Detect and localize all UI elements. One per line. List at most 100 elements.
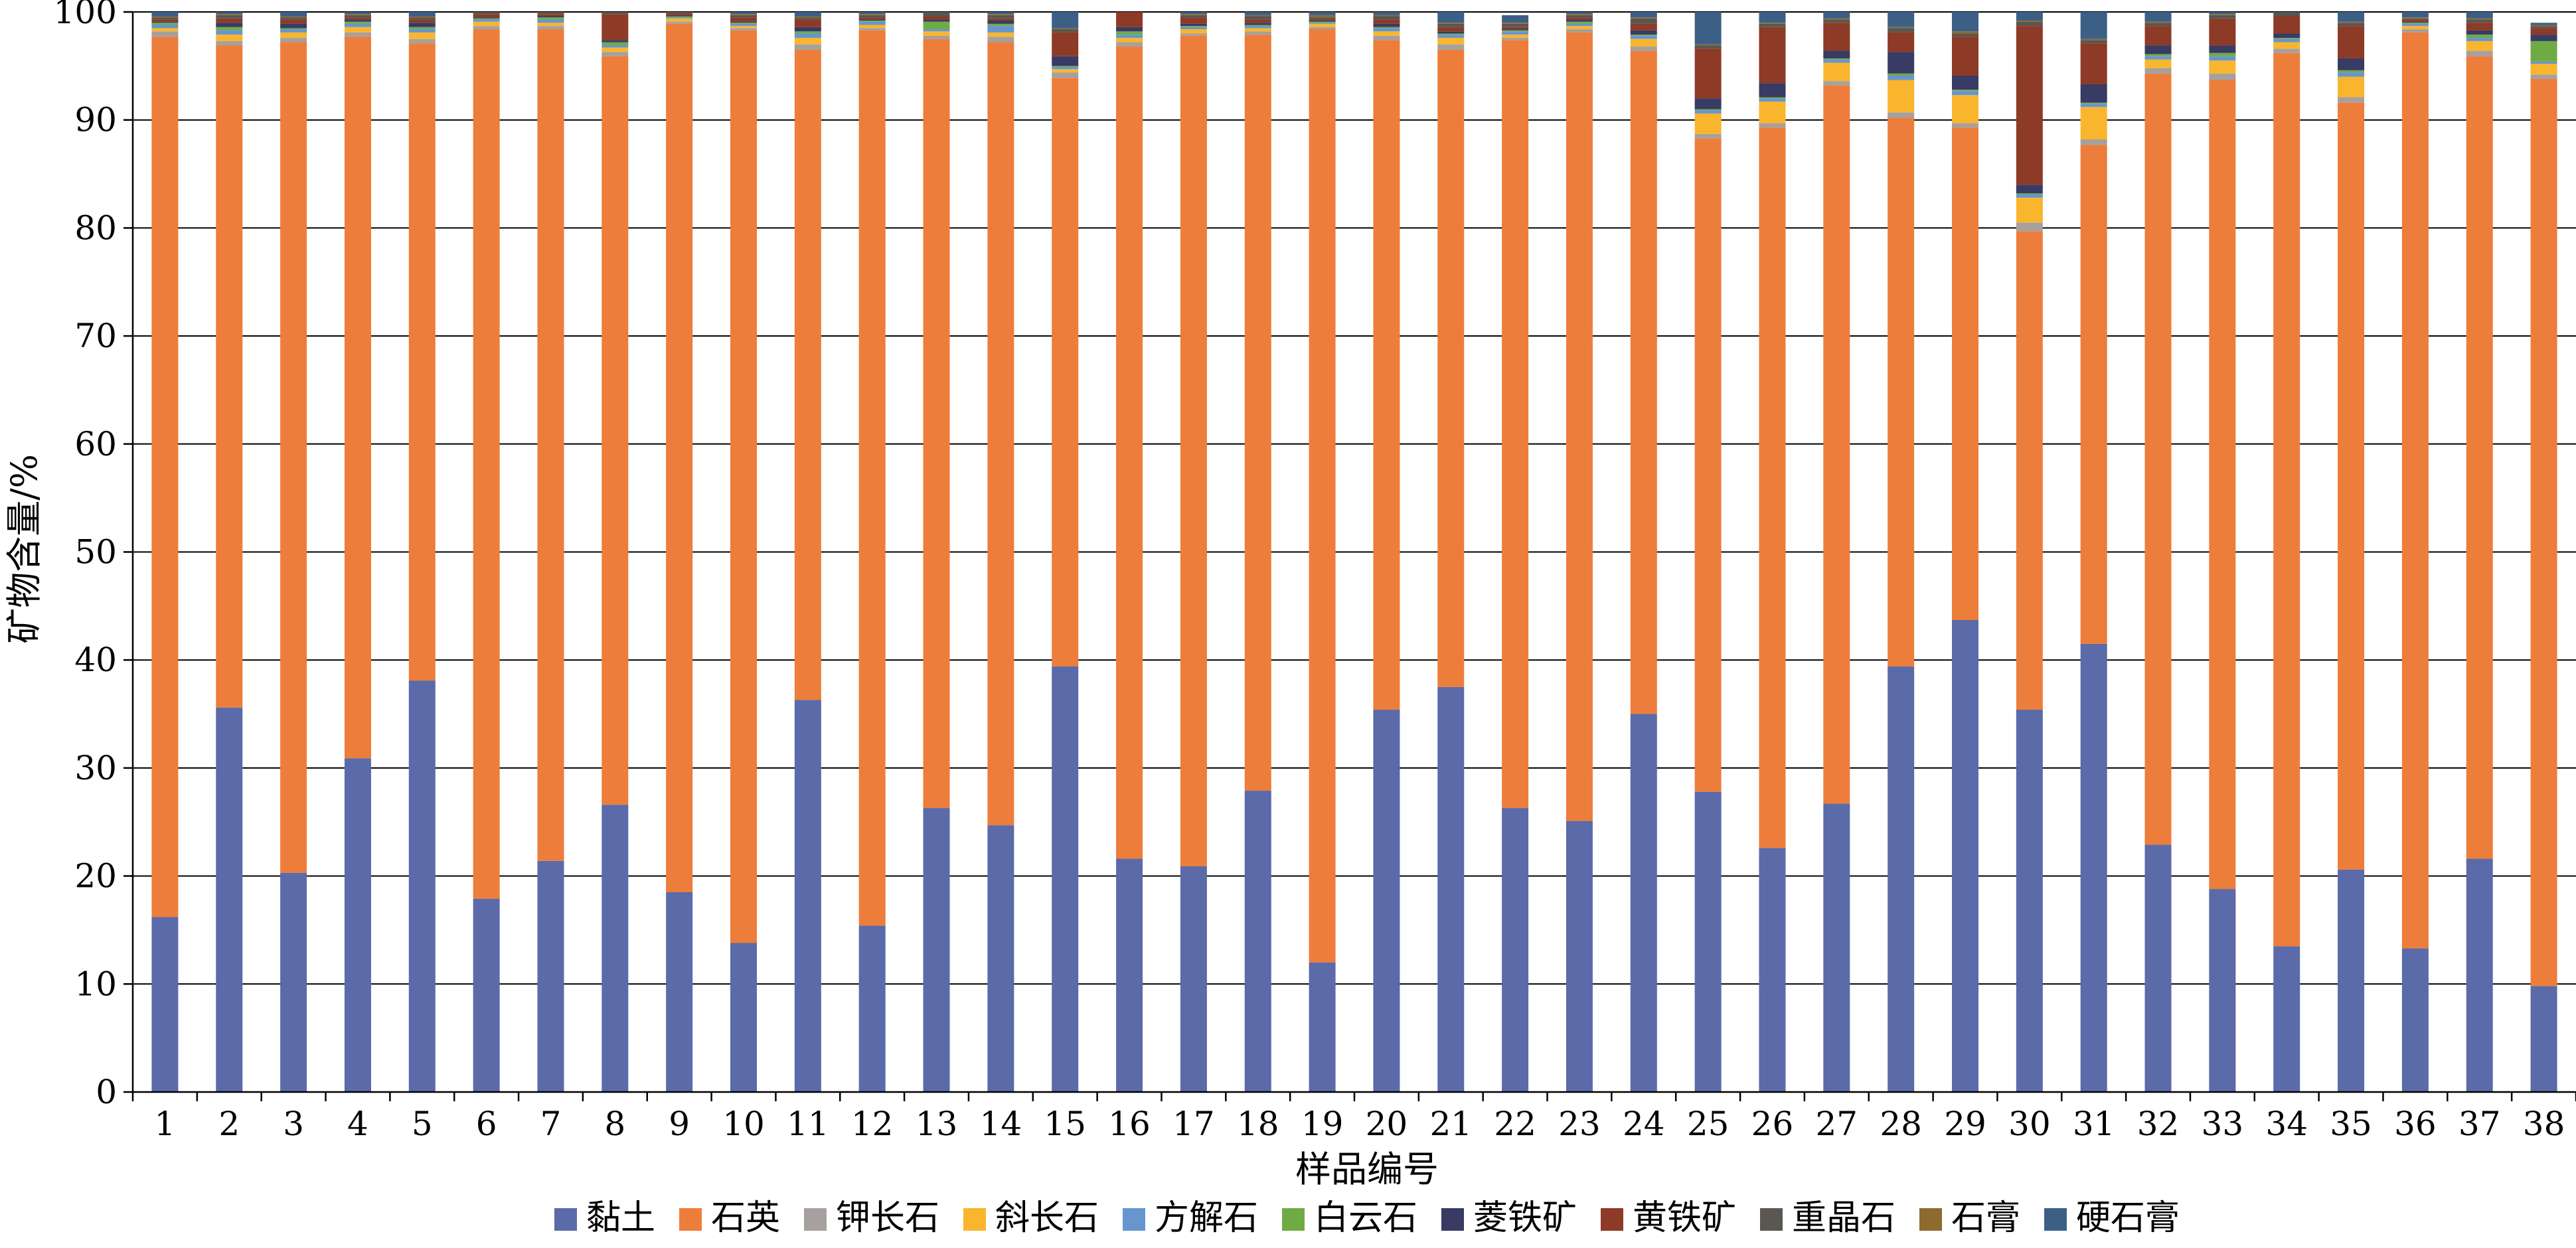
- bar-34-series-4: [2273, 39, 2300, 42]
- bar-14-series-1: [987, 42, 1014, 826]
- bar-1-series-9: [151, 16, 179, 18]
- bar-27-series-4: [1823, 59, 1850, 63]
- bar-1-series-10: [151, 12, 179, 17]
- bar-22-series-4: [1502, 31, 1529, 35]
- axes: [123, 11, 2576, 1101]
- y-tick-label-40: 40: [74, 641, 117, 679]
- bar-31-series-8: [2080, 40, 2107, 44]
- bar-24-series-9: [1630, 17, 1657, 19]
- bar-14-series-10: [987, 12, 1014, 15]
- bar-21-series-5: [1437, 33, 1465, 35]
- bar-36-series-10: [2401, 12, 2429, 18]
- bar-14-series-3: [987, 32, 1014, 37]
- bar-27-series-8: [1823, 19, 1850, 23]
- bar-29-series-7: [1952, 37, 1978, 76]
- bar-38-series-7: [2530, 28, 2557, 35]
- bar-2-series-3: [216, 35, 243, 41]
- x-tick-label-12: 12: [851, 1105, 894, 1143]
- bar-26-series-5: [1759, 97, 1786, 99]
- bar-19-series-2: [1309, 27, 1336, 30]
- bar-12-series-9: [858, 14, 886, 15]
- bar-stack-22: [1502, 15, 1529, 1092]
- bar-23-series-6: [1566, 19, 1593, 22]
- bar-28-series-3: [1888, 80, 1915, 113]
- bar-34-series-6: [2273, 33, 2300, 39]
- bar-17-series-0: [1180, 866, 1207, 1092]
- bar-30-series-8: [2016, 21, 2043, 27]
- bar-19-series-7: [1309, 19, 1336, 21]
- bar-15-series-4: [1052, 66, 1079, 70]
- bar-11-series-10: [794, 12, 821, 17]
- bar-25-series-1: [1694, 138, 1722, 792]
- bar-7-series-6: [537, 16, 564, 18]
- bar-7-series-3: [537, 23, 564, 27]
- bar-5-series-8: [408, 17, 436, 20]
- bar-stack-28: [1888, 12, 1915, 1092]
- bar-24-series-7: [1630, 23, 1657, 31]
- bar-31-series-0: [2080, 643, 2107, 1092]
- bar-24-series-3: [1630, 39, 1657, 47]
- bar-30-series-5: [2016, 193, 2043, 195]
- legend-item-0: 黏土: [554, 1198, 655, 1238]
- bar-27-series-7: [1823, 23, 1850, 51]
- bar-stack-37: [2466, 12, 2493, 1092]
- bar-36-series-5: [2401, 23, 2429, 24]
- legend-swatch-0: [554, 1208, 577, 1231]
- bar-33-series-10: [2209, 12, 2236, 15]
- bar-26-series-4: [1759, 98, 1786, 102]
- bar-30-series-10: [2016, 12, 2043, 21]
- bar-29-series-4: [1952, 90, 1978, 96]
- bar-31-series-1: [2080, 145, 2107, 644]
- bar-12-series-4: [858, 21, 886, 25]
- bar-27-series-1: [1823, 85, 1850, 804]
- bar-33-series-2: [2209, 73, 2236, 80]
- bar-26-series-6: [1759, 83, 1786, 98]
- bar-1-series-2: [151, 31, 179, 37]
- bar-30-series-3: [2016, 197, 2043, 223]
- bar-23-series-3: [1566, 26, 1593, 30]
- bar-9-series-8: [666, 12, 693, 13]
- bar-23-series-9: [1566, 14, 1593, 15]
- bar-32-series-10: [2144, 12, 2172, 22]
- bar-26-series-2: [1759, 123, 1786, 128]
- bar-18-series-0: [1244, 791, 1271, 1092]
- bar-3-series-4: [280, 29, 307, 33]
- bar-21-series-2: [1437, 44, 1465, 50]
- bar-20-series-10: [1373, 12, 1400, 15]
- bar-stack-32: [2144, 12, 2172, 1092]
- bar-25-series-4: [1694, 110, 1722, 114]
- bar-4-series-1: [344, 37, 371, 759]
- bar-27-series-10: [1823, 12, 1850, 19]
- bar-30-series-4: [2016, 194, 2043, 198]
- bar-4-series-5: [344, 21, 371, 24]
- legend-item-8: 重晶石: [1760, 1198, 1895, 1238]
- bar-10-series-1: [730, 30, 757, 943]
- x-tick-label-36: 36: [2394, 1105, 2437, 1143]
- bar-27-series-6: [1823, 50, 1850, 58]
- bar-5-series-5: [408, 27, 436, 30]
- bar-16-series-1: [1116, 46, 1143, 859]
- bar-18-series-1: [1244, 35, 1271, 791]
- bar-19-series-8: [1309, 17, 1336, 20]
- x-tick-label-1: 1: [155, 1105, 176, 1143]
- bar-7-series-0: [537, 860, 564, 1092]
- bars: [151, 12, 2557, 1092]
- bar-25-series-6: [1694, 98, 1722, 110]
- bar-14-series-9: [987, 14, 1014, 15]
- x-tick-label-11: 11: [787, 1105, 829, 1143]
- y-tick-label-30: 30: [74, 749, 117, 787]
- x-tick-label-37: 37: [2458, 1105, 2501, 1143]
- bar-27-series-0: [1823, 803, 1850, 1092]
- bar-37-series-8: [2466, 19, 2493, 23]
- legend-label-3: 斜长石: [995, 1198, 1099, 1238]
- bar-4-series-7: [344, 17, 371, 20]
- bar-17-series-8: [1180, 15, 1207, 18]
- bar-stack-9: [666, 12, 693, 1092]
- bar-32-series-3: [2144, 59, 2172, 68]
- bar-5-series-6: [408, 23, 436, 27]
- bar-14-series-6: [987, 21, 1014, 24]
- bar-38-series-3: [2530, 64, 2557, 75]
- bar-stack-15: [1052, 12, 1079, 1092]
- x-tick-label-22: 22: [1494, 1105, 1536, 1143]
- bar-28-series-5: [1888, 73, 1915, 76]
